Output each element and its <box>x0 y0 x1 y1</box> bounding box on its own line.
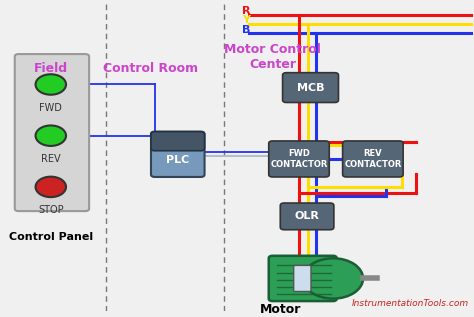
FancyBboxPatch shape <box>15 54 89 211</box>
Text: InstrumentationTools.com: InstrumentationTools.com <box>352 299 469 308</box>
Text: MCB: MCB <box>297 83 324 93</box>
Text: OLR: OLR <box>295 211 319 221</box>
Text: REV
CONTACTOR: REV CONTACTOR <box>344 149 401 169</box>
Text: Control Panel: Control Panel <box>9 231 93 242</box>
FancyBboxPatch shape <box>269 256 337 301</box>
FancyBboxPatch shape <box>269 141 329 177</box>
FancyBboxPatch shape <box>294 265 311 291</box>
Text: REV: REV <box>41 154 61 164</box>
FancyBboxPatch shape <box>280 203 334 230</box>
Circle shape <box>36 74 66 95</box>
FancyBboxPatch shape <box>151 132 205 177</box>
Text: FWD: FWD <box>39 103 62 113</box>
Text: FWD
CONTACTOR: FWD CONTACTOR <box>270 149 328 169</box>
Circle shape <box>303 258 363 299</box>
Circle shape <box>36 177 66 197</box>
FancyBboxPatch shape <box>151 132 205 151</box>
Text: B: B <box>242 25 251 35</box>
Text: Y: Y <box>242 15 250 25</box>
Text: Field: Field <box>34 62 68 75</box>
Text: Motor: Motor <box>260 303 301 316</box>
FancyBboxPatch shape <box>283 73 338 102</box>
Circle shape <box>36 126 66 146</box>
FancyBboxPatch shape <box>343 141 403 177</box>
Text: Motor Control
Center: Motor Control Center <box>224 42 321 71</box>
Text: Control Room: Control Room <box>102 62 198 75</box>
Text: PLC: PLC <box>166 155 190 165</box>
Text: STOP: STOP <box>38 205 64 215</box>
Text: R: R <box>242 6 251 16</box>
